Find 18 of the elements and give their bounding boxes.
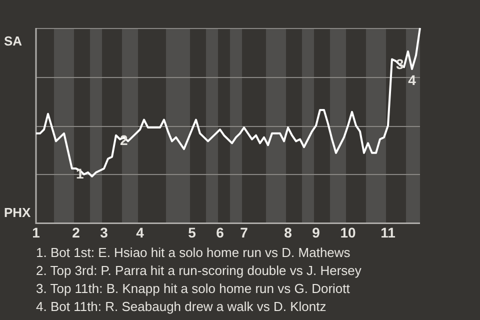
text: 2. Top 3rd: P. Parra hit a run-scoring double vs J. Hersey: [36, 263, 362, 278]
x-tick-label: 10: [340, 224, 356, 240]
text: 4. Bot 11th: R. Seabaugh drew a walk vs D. Klontz: [36, 299, 326, 314]
x-tick-label: 7: [240, 224, 248, 240]
x-tick-label: 1: [32, 224, 40, 240]
x-tick-label: 6: [216, 224, 224, 240]
x-tick-label: 11: [380, 224, 396, 240]
x-tick-label: 2: [72, 224, 80, 240]
text: PHX: [4, 204, 32, 220]
text: 3. Top 11th: B. Knapp hit a solo home run vs G. Doriott: [36, 281, 350, 296]
annotation: 4: [408, 72, 416, 88]
text: 1. Bot 1st: E. Hsiao hit a solo home run vs D. Mathews: [36, 245, 351, 260]
x-tick-label: 9: [312, 224, 320, 240]
text: SA: [4, 34, 23, 49]
x-tick-label: 4: [136, 224, 144, 240]
x-tick-label: 5: [188, 224, 196, 240]
x-tick-label: 3: [100, 224, 108, 240]
x-tick-label: 8: [284, 224, 292, 240]
